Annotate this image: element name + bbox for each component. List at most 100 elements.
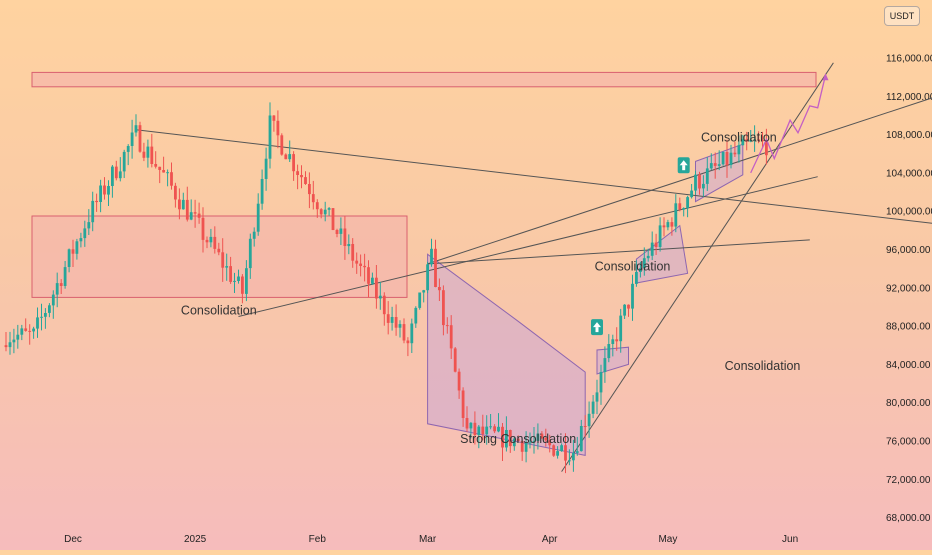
candle-body xyxy=(654,242,658,247)
strong-consolidation-pattern xyxy=(427,253,586,457)
candle-body xyxy=(24,328,28,331)
descending-trendline xyxy=(135,129,932,224)
candle-body xyxy=(599,372,603,393)
candle-body xyxy=(276,120,280,136)
candle-body xyxy=(729,152,733,165)
candle-body xyxy=(552,445,556,456)
projection-arrowhead xyxy=(822,73,829,81)
candle-body xyxy=(568,460,571,462)
candle-body xyxy=(335,230,339,234)
candle-body xyxy=(438,287,441,291)
candle-body xyxy=(658,225,662,247)
candle-body xyxy=(197,213,201,218)
candle-body xyxy=(619,315,623,342)
support-line-1 xyxy=(238,176,818,317)
candle-body xyxy=(311,194,315,203)
candle-body xyxy=(36,317,39,329)
x-tick-label-6: Jun xyxy=(782,534,798,545)
candle-body xyxy=(225,266,229,268)
candle-body xyxy=(520,441,524,452)
candle-body xyxy=(16,334,20,340)
candle-body xyxy=(44,313,47,317)
candle-body xyxy=(363,265,366,268)
candle-body xyxy=(371,277,374,284)
candle-body xyxy=(170,172,173,186)
x-tick-label-2: Feb xyxy=(309,534,327,545)
candle-body xyxy=(193,212,197,214)
candle-body xyxy=(48,305,51,313)
candle-body xyxy=(351,244,355,261)
candle-body xyxy=(662,225,666,228)
y-tick-label-6: 92,000.00 xyxy=(886,283,931,294)
candle-body xyxy=(221,252,225,268)
candle-body xyxy=(765,141,768,156)
candle-body xyxy=(319,209,323,215)
candle-body xyxy=(694,174,697,191)
candle-body xyxy=(268,115,272,159)
candle-body xyxy=(532,440,536,443)
candle-body xyxy=(331,208,335,230)
candle-body xyxy=(709,163,713,169)
candle-body xyxy=(300,175,303,178)
candle-body xyxy=(745,139,749,142)
candle-body xyxy=(252,231,256,239)
candle-body xyxy=(749,139,753,142)
candle-body xyxy=(595,392,599,402)
candle-body xyxy=(233,280,236,282)
candle-body xyxy=(733,152,737,155)
candle-body xyxy=(489,426,492,428)
candle-body xyxy=(430,248,433,265)
candle-body xyxy=(59,283,63,286)
candle-body xyxy=(414,307,418,324)
candle-body xyxy=(560,445,563,452)
candle-body xyxy=(398,324,402,328)
candle-body xyxy=(501,426,504,448)
candle-body xyxy=(95,200,98,203)
candle-body xyxy=(646,255,650,259)
candle-body xyxy=(111,166,114,186)
candle-body xyxy=(757,139,760,141)
candle-body xyxy=(579,426,583,452)
candle-body xyxy=(442,290,445,326)
candle-body xyxy=(528,442,532,444)
candle-body xyxy=(449,325,453,349)
candle-body xyxy=(209,236,213,243)
candle-body xyxy=(83,228,87,239)
candle-body xyxy=(158,166,162,170)
candle-body xyxy=(682,208,686,210)
candle-body xyxy=(418,292,422,308)
candle-body xyxy=(536,433,540,441)
candle-body xyxy=(615,339,619,342)
candle-body xyxy=(382,295,386,315)
candle-body xyxy=(264,158,268,179)
candle-body xyxy=(260,179,264,204)
candle-body xyxy=(721,152,725,165)
candle-body xyxy=(288,154,292,160)
y-tick-label-12: 68,000.00 xyxy=(886,513,931,524)
candle-body xyxy=(126,146,130,152)
support-line-2 xyxy=(427,239,810,265)
candle-body xyxy=(189,212,193,220)
rising-support-line xyxy=(561,62,834,472)
candle-body xyxy=(548,440,552,446)
candle-body xyxy=(343,228,347,246)
resistance-zone xyxy=(31,71,817,88)
candle-body xyxy=(99,185,102,202)
candle-body xyxy=(705,168,709,184)
currency-badge[interactable]: USDT xyxy=(884,6,920,26)
candle-body xyxy=(434,248,437,287)
candle-body xyxy=(402,324,406,341)
candle-body xyxy=(702,183,705,189)
candle-body xyxy=(575,451,579,453)
x-tick-label-0: Dec xyxy=(64,534,82,545)
candle-body xyxy=(296,171,299,175)
y-tick-label-5: 96,000.00 xyxy=(886,245,931,256)
candle-body xyxy=(51,294,55,306)
candle-body xyxy=(453,348,457,372)
candle-body xyxy=(631,283,634,309)
candle-body xyxy=(103,185,106,195)
candle-body xyxy=(481,426,485,435)
projected-path xyxy=(750,75,827,174)
candle-body xyxy=(516,438,520,442)
